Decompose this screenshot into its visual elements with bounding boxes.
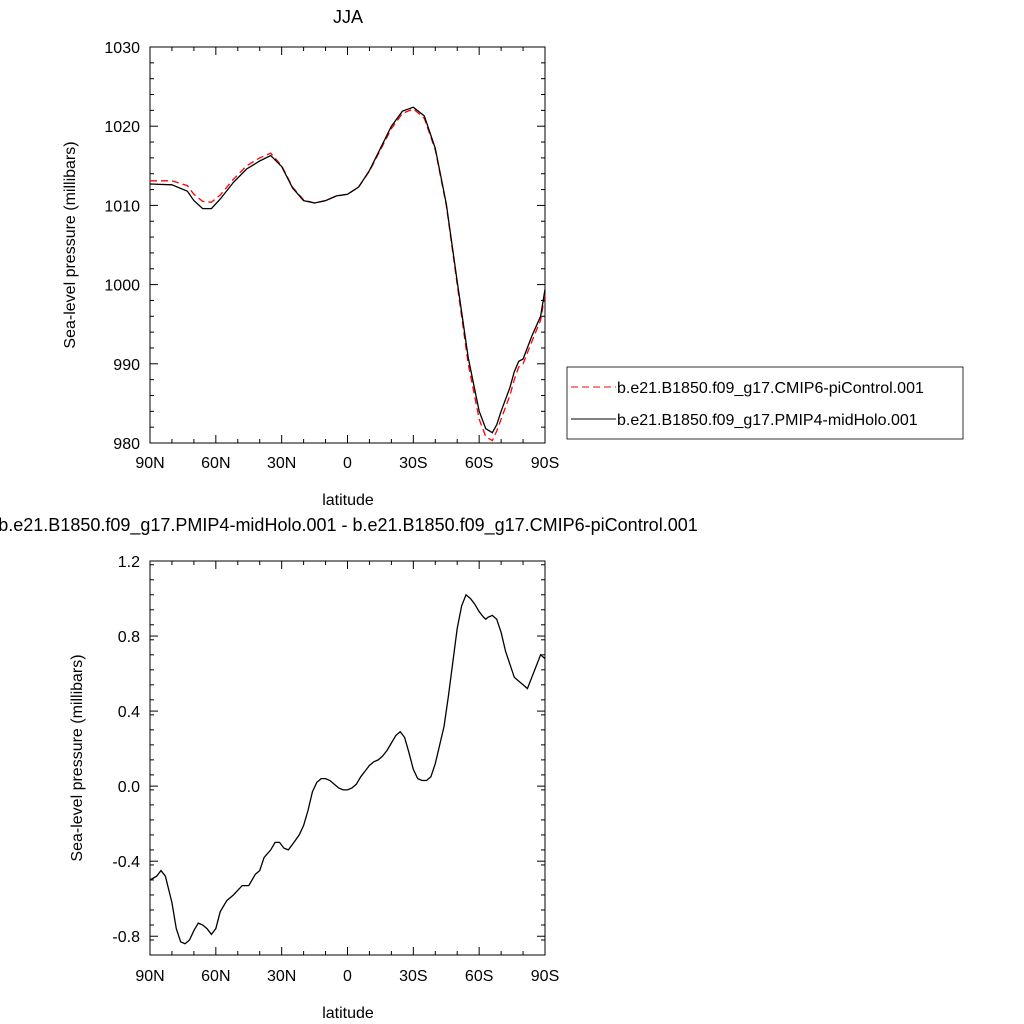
chart-bottom-series — [149, 593, 546, 945]
y-tick-label: 980 — [113, 436, 140, 453]
x-tick-label: 90S — [531, 455, 559, 472]
x-tick-label: 90S — [531, 968, 559, 985]
legend-box — [566, 366, 964, 440]
y-tick-label: 1030 — [104, 40, 140, 57]
x-tick-label: 60S — [465, 968, 493, 985]
y-tick-label: -0.8 — [112, 929, 140, 946]
chart-bottom-x-ticks: 90N 60N 30N 0 30S 60S 90S — [135, 561, 559, 985]
chart-bottom: b.e21.B1850.f09_g17.PMIP4-midHolo.001 - … — [0, 515, 698, 1022]
legend: b.e21.B1850.f09_g17.CMIP6-piControl.001 … — [566, 366, 964, 440]
x-tick-label: 90N — [135, 968, 164, 985]
y-tick-label: -0.4 — [112, 854, 140, 871]
chart-bottom-xlabel: latitude — [322, 1005, 374, 1022]
series-line-picontrol — [150, 108, 546, 442]
x-tick-label: 0 — [343, 455, 352, 472]
chart-top-x-ticks: 90N 60N 30N 0 30S 60S 90S — [135, 47, 559, 472]
x-tick-label: 60N — [201, 455, 230, 472]
chart-top: JJA 90N 60N 30N 0 30S 60S 90S 980 990 1000 1010 10… — [62, 7, 964, 509]
x-tick-label: 30N — [267, 455, 296, 472]
y-tick-label: 990 — [113, 357, 140, 374]
chart-top-series — [149, 106, 546, 442]
chart-bottom-frame — [149, 560, 546, 956]
y-tick-label: 1010 — [104, 198, 140, 215]
chart-top-frame — [149, 46, 546, 444]
x-tick-label: 60S — [465, 455, 493, 472]
series-line-midholo — [149, 106, 546, 434]
y-tick-label: 1.2 — [118, 554, 140, 571]
y-tick-label: 0.8 — [118, 629, 140, 646]
legend-label-picontrol: b.e21.B1850.f09_g17.CMIP6-piControl.001 — [617, 380, 924, 397]
series-line-difference — [149, 593, 546, 945]
chart-bottom-y-ticks: -0.8 -0.4 0.0 0.4 0.8 1.2 — [112, 554, 545, 946]
y-tick-label: 0.0 — [118, 779, 140, 796]
y-tick-label: 1000 — [104, 278, 140, 295]
y-tick-label: 1020 — [104, 119, 140, 136]
chart-top-minor-ticks — [150, 47, 545, 443]
chart-top-xlabel: latitude — [322, 492, 374, 509]
x-tick-label: 30S — [399, 455, 427, 472]
legend-label-midholo: b.e21.B1850.f09_g17.PMIP4-midHolo.001 — [617, 412, 918, 429]
x-tick-label: 90N — [135, 455, 164, 472]
chart-top-y-ticks: 980 990 1000 1010 1020 1030 — [104, 40, 545, 453]
chart-bottom-title: b.e21.B1850.f09_g17.PMIP4-midHolo.001 - … — [0, 515, 698, 536]
x-tick-label: 0 — [343, 968, 352, 985]
x-tick-label: 30S — [399, 968, 427, 985]
chart-bottom-ylabel: Sea-level pressure (millibars) — [69, 654, 86, 861]
y-tick-label: 0.4 — [118, 704, 140, 721]
chart-top-title: JJA — [333, 7, 363, 27]
x-tick-label: 30N — [267, 968, 296, 985]
x-tick-label: 60N — [201, 968, 230, 985]
chart-top-ylabel: Sea-level pressure (millibars) — [62, 141, 79, 348]
chart-bottom-minor-ticks — [150, 561, 545, 956]
